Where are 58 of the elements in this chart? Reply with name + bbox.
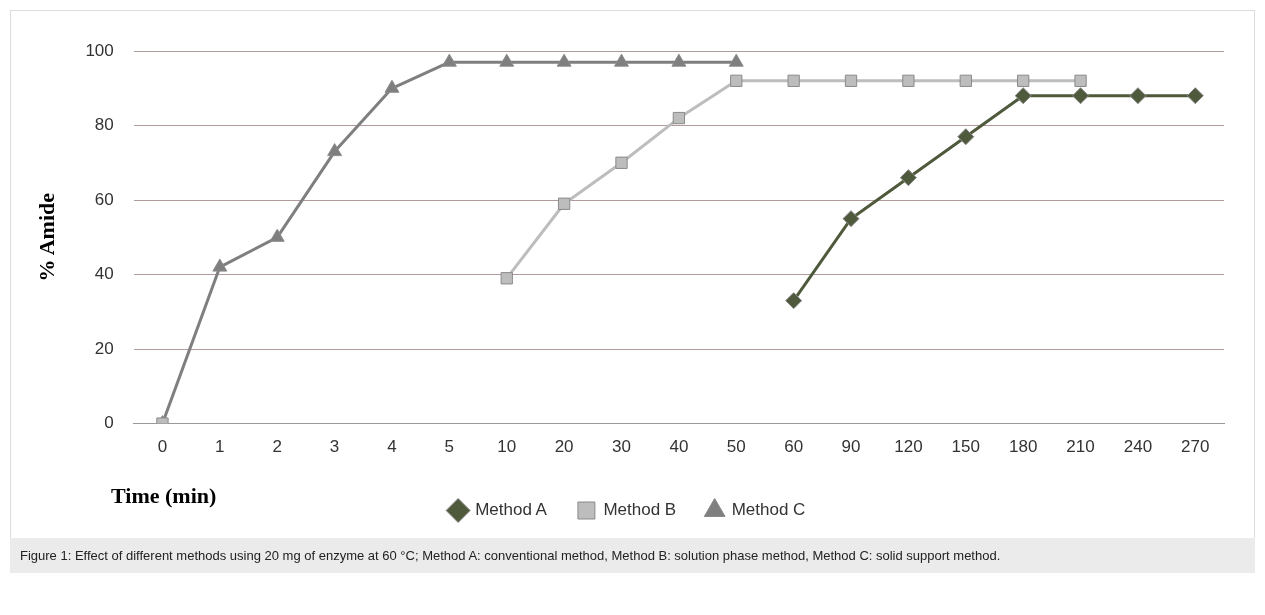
point — [499, 53, 515, 67]
point — [441, 53, 457, 67]
x-tick-label: 180 — [1008, 437, 1038, 457]
point — [899, 169, 917, 187]
point — [672, 111, 686, 125]
x-tick-label: 240 — [1123, 437, 1153, 457]
point — [1074, 74, 1087, 87]
legend-label: Method A — [475, 500, 548, 520]
x-tick-label: 270 — [1181, 437, 1210, 457]
x-tick-label: 5 — [444, 437, 455, 457]
x-tick-label: 1 — [215, 437, 225, 457]
x-tick-label: 90 — [841, 437, 861, 457]
x-tick-label: 210 — [1066, 437, 1095, 457]
point — [327, 143, 343, 157]
x-axis-title: Time (min) — [111, 483, 217, 509]
y-tick-label: 20 — [94, 338, 114, 358]
point — [1072, 87, 1090, 105]
x-tick-label: 20 — [554, 437, 574, 457]
y-tick-label: 0 — [104, 413, 114, 433]
point — [730, 74, 743, 87]
caption: Figure 1: Effect of different methods using 20 mg of enzyme at 60 °C; Method A: conventional method, Method B: solution phase method, Method C: solid support method. — [20, 547, 1002, 565]
y-tick-label: 60 — [94, 189, 114, 209]
point — [615, 156, 628, 169]
legend-label: Method B — [603, 500, 677, 520]
point — [500, 272, 513, 285]
y-tick-label: 40 — [94, 264, 114, 284]
x-tick-label: 50 — [726, 437, 746, 457]
point — [384, 79, 400, 93]
point — [1014, 87, 1032, 105]
x-tick-label: 150 — [951, 437, 980, 457]
point — [785, 292, 803, 310]
point — [902, 74, 915, 87]
point — [1017, 74, 1030, 87]
x-tick-label: 4 — [387, 437, 397, 457]
point — [1129, 87, 1147, 105]
point — [556, 53, 572, 67]
point — [1186, 87, 1204, 105]
x-tick-label: 2 — [272, 437, 282, 457]
x-tick-label: 40 — [669, 437, 689, 457]
point — [671, 53, 687, 67]
y-axis-title: % Amide — [33, 192, 59, 282]
point — [557, 197, 571, 210]
point — [614, 53, 629, 67]
y-tick-label: 100 — [85, 40, 114, 60]
x-tick-label: 10 — [497, 437, 517, 457]
point — [844, 74, 858, 87]
x-tick-label: 60 — [784, 437, 804, 457]
point — [728, 53, 744, 67]
point — [957, 128, 975, 146]
point — [959, 74, 972, 87]
legend-label: Method C — [731, 500, 806, 520]
point — [787, 74, 800, 87]
x-tick-label: 3 — [329, 437, 340, 457]
x-tick-label: 120 — [894, 437, 923, 457]
x-tick-label: 30 — [612, 437, 631, 457]
x-tick-label: 0 — [157, 437, 168, 457]
y-tick-label: 80 — [94, 115, 114, 135]
point — [842, 210, 860, 228]
